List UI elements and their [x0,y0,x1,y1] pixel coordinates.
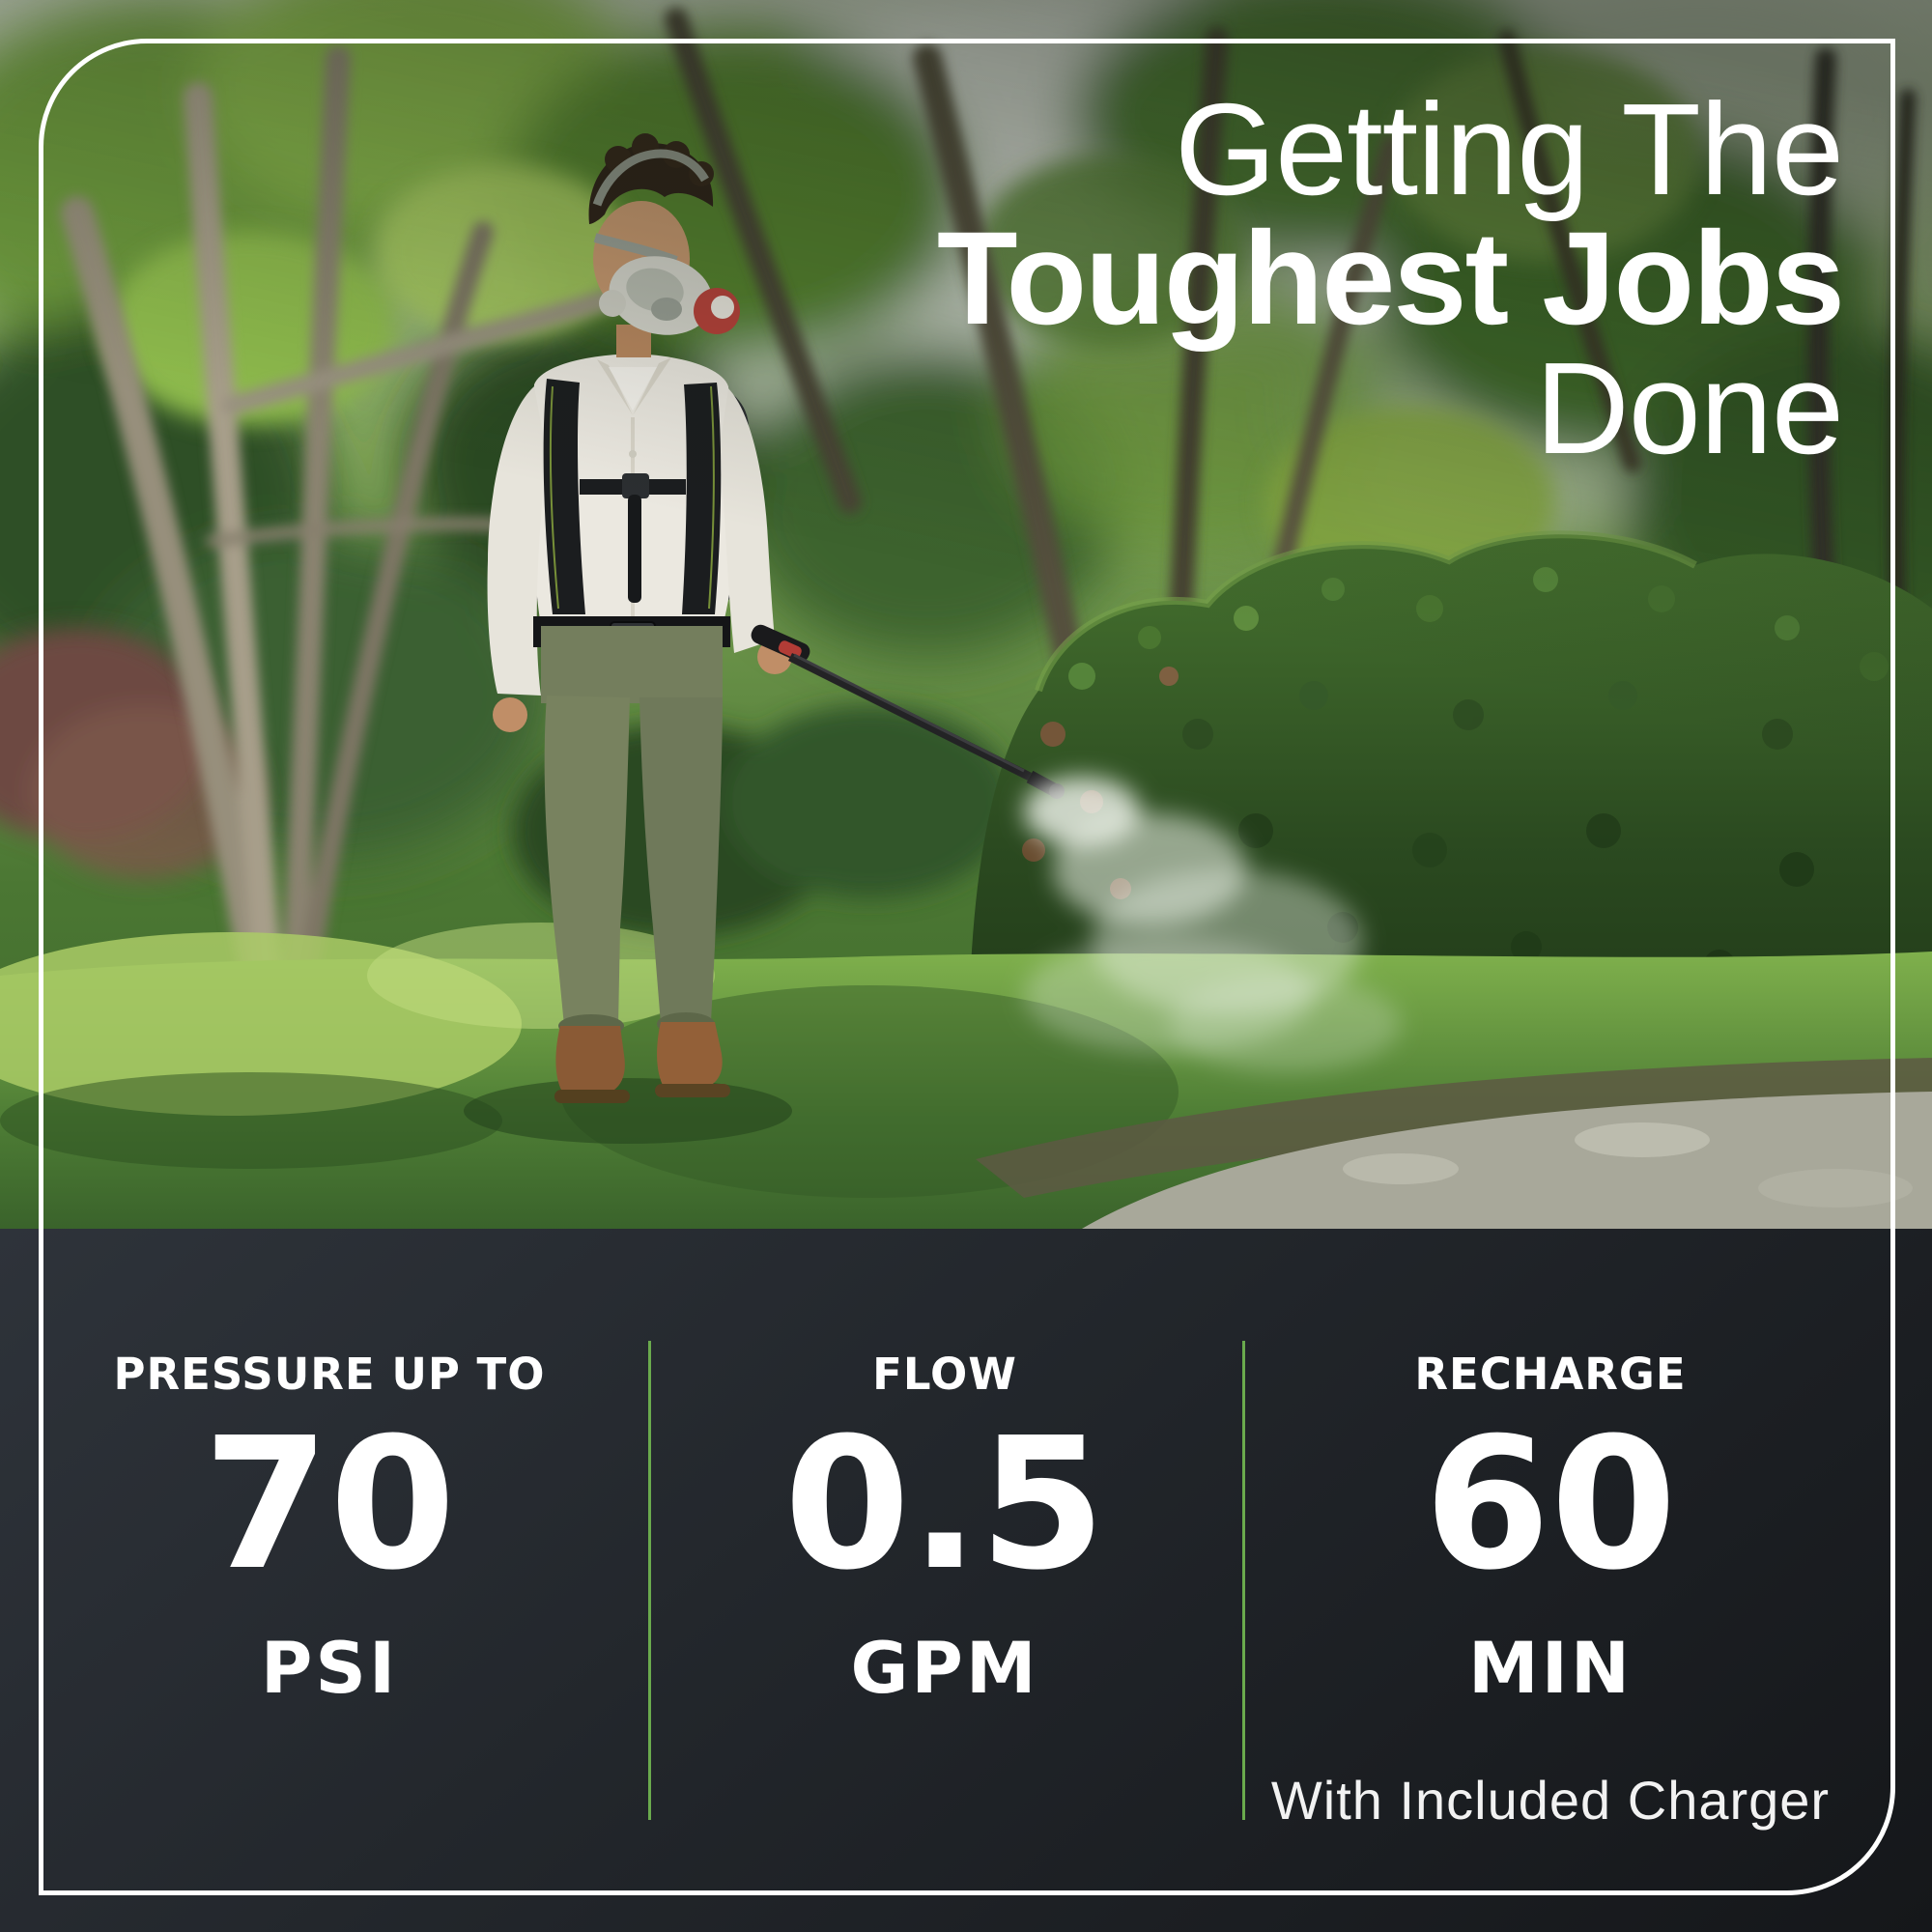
green-divider [1242,1341,1245,1820]
stat-column-flow: FLOW 0.5 GPM [659,1229,1231,1932]
stat-note: With Included Charger [1270,1770,1831,1831]
stat-value: 0.5 [783,1399,1106,1610]
headline-contrast-overlay [0,0,1932,1229]
headline-line-2: Toughest Jobs [936,205,1845,353]
stat-value: 70 [203,1399,456,1610]
stat-value: 60 [1424,1399,1677,1610]
stat-label: PRESSURE UP TO [113,1349,546,1400]
stat-unit: PSI [260,1628,399,1710]
specs-panel: PRESSURE UP TO 70 PSI FLOW 0.5 GPM RECHA… [0,1229,1932,1932]
stat-unit: GPM [850,1628,1039,1710]
stat-column-recharge: RECHARGE 60 MIN With Included Charger [1242,1229,1859,1932]
headline-line-1: Getting The [1175,76,1844,222]
stat-label: FLOW [872,1349,1017,1400]
stat-label: RECHARGE [1414,1349,1687,1400]
stat-column-pressure: PRESSURE UP TO 70 PSI [0,1229,659,1932]
headline: Getting The Toughest Jobs Done [936,76,1845,481]
garden-photo [0,0,1932,1229]
stat-unit: MIN [1468,1628,1633,1710]
headline-line-3: Done [1535,335,1844,481]
green-divider [648,1341,651,1820]
